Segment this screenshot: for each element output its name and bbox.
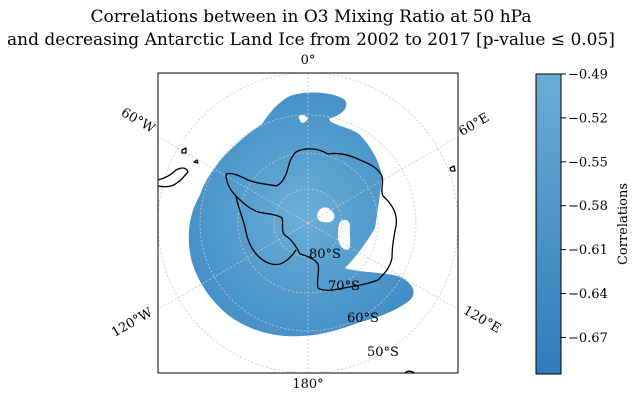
colorbar-tick-label: −0.61	[568, 243, 608, 258]
colorbar-tick-label: −0.55	[568, 155, 608, 170]
map-frame	[157, 72, 459, 374]
meridian-label-180: 180°	[292, 377, 323, 392]
antarctic-peninsula	[235, 195, 297, 266]
colorbar-tick-label: −0.52	[568, 111, 608, 126]
colorbar-tick-label: −0.49	[568, 68, 608, 83]
parallel-label-70s: 70°S	[328, 279, 360, 294]
colorbar-ticks: −0.49 −0.52 −0.55 −0.58 −0.61 −0.64 −0.67	[561, 68, 608, 346]
colorbar-tick-label: −0.58	[568, 199, 608, 214]
meridian-label-60e: 60°E	[456, 110, 492, 139]
sg-island	[193, 159, 199, 164]
antarctica-coastline	[225, 148, 398, 291]
coastlines	[158, 147, 456, 373]
chart-title-line-1: Correlations between in O3 Mixing Ratio …	[90, 7, 532, 27]
meridian-label-0: 0°	[301, 53, 316, 68]
meridian-label-60w: 60°W	[118, 105, 158, 137]
meridian-label-120w: 120°W	[109, 305, 156, 341]
chart-title-line-2: and decreasing Antarctic Land Ice from 2…	[7, 30, 615, 50]
colorbar	[535, 73, 562, 375]
meridian-label-120e: 120°E	[460, 303, 503, 336]
correlation-field	[188, 92, 414, 337]
falkland-islands	[181, 147, 187, 154]
new-zealand-tip	[404, 370, 416, 373]
colorbar-label: Correlations	[616, 183, 631, 265]
parallel-label-50s: 50°S	[367, 345, 399, 360]
south-america-coastline	[158, 167, 189, 188]
parallel-label-80s: 80°S	[309, 247, 341, 262]
parallel-label-60s: 60°S	[347, 311, 379, 326]
kerguelen-island	[449, 165, 456, 172]
meridian-gridlines	[158, 73, 458, 373]
map-area	[158, 73, 458, 373]
colorbar-tick-label: −0.67	[568, 331, 608, 346]
colorbar-tick-label: −0.64	[568, 287, 608, 302]
